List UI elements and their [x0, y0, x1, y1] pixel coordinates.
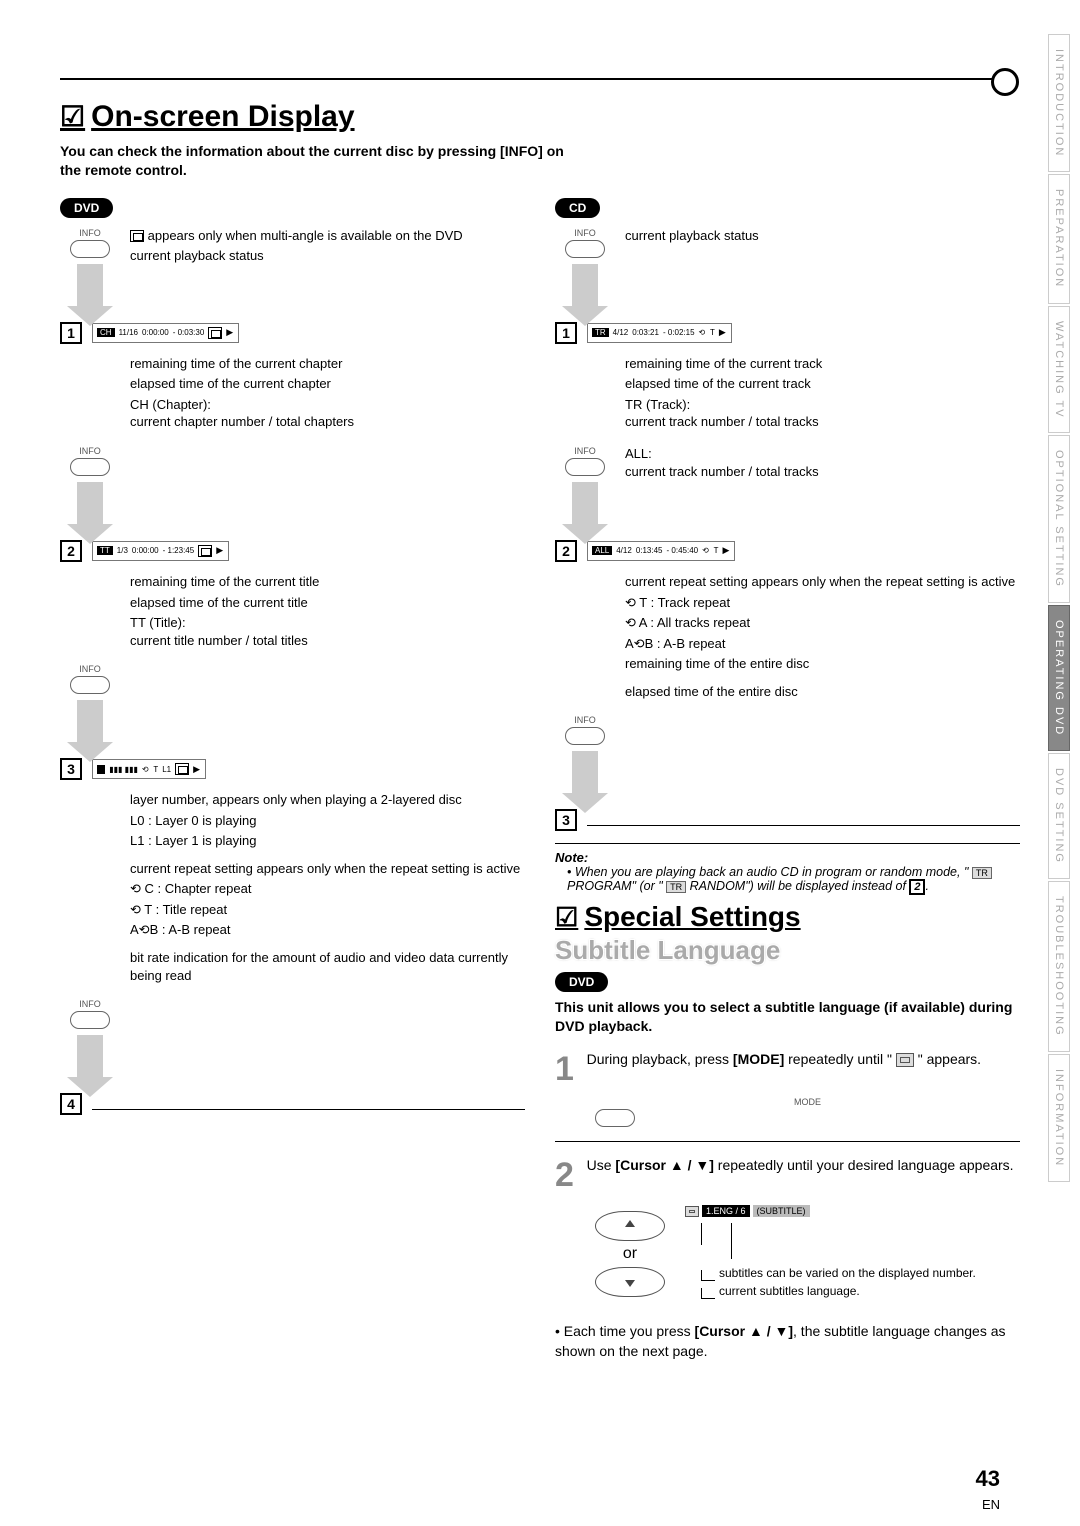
cd-callout: elapsed time of the current track	[625, 375, 1020, 393]
tab-preparation: PREPARATION	[1048, 174, 1070, 303]
subtitle-icon	[685, 1206, 699, 1217]
side-tabs: INTRODUCTION PREPARATION WATCHING TV OPT…	[1048, 34, 1070, 1184]
subtitle-callout: current subtitles language.	[701, 1284, 976, 1299]
step-number: 2	[555, 1156, 583, 1195]
subtitle-mode-icon	[896, 1053, 914, 1067]
subtitle-display: 1.ENG / 6 (SUBTITLE) subtitles can be va…	[685, 1205, 976, 1302]
dvd-callout: remaining time of the current chapter	[130, 355, 525, 373]
dvd-badge: DVD	[60, 198, 113, 218]
dvd-callout: layer number, appears only when playing …	[130, 791, 525, 809]
down-arrow-icon	[77, 482, 103, 526]
cd-callout: ⟲ A : All tracks repeat	[625, 614, 1020, 632]
cursor-up-icon	[595, 1211, 665, 1241]
tab-optional-setting: OPTIONAL SETTING	[1048, 435, 1070, 603]
subtitle-language-heading: Subtitle Language	[555, 935, 1020, 966]
down-arrow-icon	[572, 264, 598, 308]
tab-dvd-setting: DVD SETTING	[1048, 753, 1070, 879]
section-title-special: Special Settings	[555, 901, 1020, 933]
dvd-callout: remaining time of the current title	[130, 573, 525, 591]
down-arrow-icon	[572, 751, 598, 795]
info-button-icon: INFO	[70, 999, 110, 1029]
info-button-icon: INFO	[565, 446, 605, 476]
dvd-callout: elapsed time of the current title	[130, 594, 525, 612]
note-body: • When you are playing back an audio CD …	[555, 865, 1020, 895]
dvd-column: DVD INFO appears only when multi-angle i…	[60, 192, 525, 1362]
cd-callout: A⟲B : A-B repeat	[625, 635, 1020, 653]
osd-bar-2: TT 1/3 0:00:00 - 1:23:45 ▶	[92, 541, 229, 561]
tab-troubleshooting: TROUBLESHOOTING	[1048, 881, 1070, 1052]
cd-callout: current repeat setting appears only when…	[625, 573, 1020, 591]
cd-callout: ⟲ T : Track repeat	[625, 594, 1020, 612]
cd-callout: remaining time of the entire disc	[625, 655, 1020, 673]
cd-osd-bar-2: ALL 4/12 0:13:45 - 0:45:40 ⟲ T ▶	[587, 541, 735, 561]
cd-badge: CD	[555, 198, 600, 218]
osd-bar-1: CH 11/16 0:00:00 - 0:03:30 ▶	[92, 323, 239, 343]
page-lang: EN	[982, 1497, 1000, 1512]
steps: 1 During playback, press [MODE] repeated…	[555, 1050, 1020, 1361]
section-title-osd: On-screen Display	[60, 100, 1020, 134]
dvd-callout: TT (Title):current title number / total …	[130, 614, 525, 649]
osd-intro: You can check the information about the …	[60, 142, 580, 180]
down-arrow-icon	[77, 700, 103, 744]
dvd-badge: DVD	[555, 972, 608, 992]
cursor-down-icon	[595, 1267, 665, 1297]
dvd-callout: appears only when multi-angle is availab…	[148, 228, 463, 243]
cd-osd-bar-1: TR 4/12 0:03:21 - 0:02:15 ⟲ T ▶	[587, 323, 732, 343]
dvd-callout: CH (Chapter):current chapter number / to…	[130, 396, 525, 431]
dvd-callout: current playback status	[130, 247, 525, 265]
dvd-callout: L0 : Layer 0 is playing	[130, 812, 525, 830]
dvd-callout: A⟲B : A-B repeat	[130, 921, 525, 939]
angle-icon	[130, 230, 144, 242]
note-block: Note: • When you are playing back an aud…	[555, 843, 1020, 895]
down-arrow-icon	[77, 264, 103, 308]
cd-callout: remaining time of the current track	[625, 355, 1020, 373]
step-1-text: During playback, press [MODE] repeatedly…	[587, 1050, 1018, 1070]
subtitle-callout: subtitles can be varied on the displayed…	[701, 1266, 976, 1281]
step-2-note: • Each time you press [Cursor ▲ / ▼], th…	[555, 1322, 1020, 1361]
cursor-buttons: or 1.ENG / 6 (SUBTITLE)	[595, 1205, 1020, 1302]
dvd-callout: ⟲ C : Chapter repeat	[130, 880, 525, 898]
info-button-icon: INFO	[70, 664, 110, 694]
cd-column: CD INFO current playback status 1 TR 4/1…	[555, 192, 1020, 1362]
special-intro: This unit allows you to select a subtitl…	[555, 998, 1020, 1036]
tab-watching-tv: WATCHING TV	[1048, 306, 1070, 434]
down-arrow-icon	[77, 1035, 103, 1079]
cd-callout: elapsed time of the entire disc	[625, 683, 1020, 701]
dvd-callout: L1 : Layer 1 is playing	[130, 832, 525, 850]
step-2-text: Use [Cursor ▲ / ▼] repeatedly until your…	[587, 1156, 1018, 1176]
dvd-callout: elapsed time of the current chapter	[130, 375, 525, 393]
info-button-icon: INFO	[70, 228, 110, 258]
info-button-icon: INFO	[70, 446, 110, 476]
cd-callout: current playback status	[625, 227, 1020, 245]
header-rule	[60, 78, 1005, 80]
info-button-icon: INFO	[565, 228, 605, 258]
tab-information: INFORMATION	[1048, 1054, 1070, 1182]
page-number: 43	[976, 1466, 1000, 1492]
dvd-callout: current repeat setting appears only when…	[130, 860, 525, 878]
tab-operating-dvd: OPERATING DVD	[1048, 605, 1070, 751]
or-label: or	[595, 1245, 665, 1263]
cd-callout: TR (Track):current track number / total …	[625, 396, 1020, 431]
dvd-callout: ⟲ T : Title repeat	[130, 901, 525, 919]
step-number: 1	[555, 1050, 583, 1089]
tab-introduction: INTRODUCTION	[1048, 34, 1070, 172]
info-button-icon: INFO	[565, 715, 605, 745]
mode-button-icon: MODE	[595, 1097, 1020, 1127]
down-arrow-icon	[572, 482, 598, 526]
note-title: Note:	[555, 850, 1020, 865]
osd-bar-3: ▮▮▮ ▮▮▮ ⟲ T L1 ▶	[92, 759, 206, 779]
dvd-callout: bit rate indication for the amount of au…	[130, 949, 525, 984]
cd-callout: ALL:current track number / total tracks	[625, 445, 1020, 480]
